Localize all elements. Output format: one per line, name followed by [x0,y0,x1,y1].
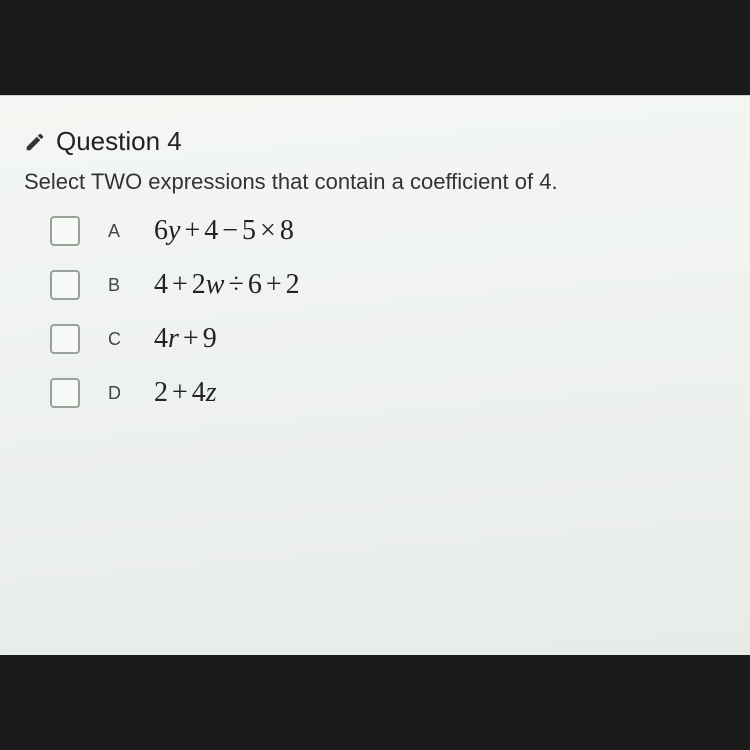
option-expression: 4+2w÷6+2 [154,269,300,301]
option-c[interactable]: C 4r+9 [50,323,726,355]
question-prompt: Select TWO expressions that contain a co… [24,169,726,195]
options-list: A 6y+4−5×8 B 4+2w÷6+2 C 4r+9 D 2+4z [24,215,726,409]
option-expression: 6y+4−5×8 [154,215,294,247]
option-a[interactable]: A 6y+4−5×8 [50,215,726,247]
checkbox-c[interactable] [50,324,80,354]
option-expression: 4r+9 [154,323,217,355]
option-letter: C [108,329,126,350]
checkbox-d[interactable] [50,378,80,408]
option-letter: B [108,275,126,296]
checkbox-a[interactable] [50,216,80,246]
quiz-panel: Question 4 Select TWO expressions that c… [0,95,750,655]
option-expression: 2+4z [154,377,217,409]
pencil-icon [24,131,46,153]
option-d[interactable]: D 2+4z [50,377,726,409]
option-letter: A [108,221,126,242]
question-header: Question 4 [24,126,726,157]
question-number: Question 4 [56,126,182,157]
option-b[interactable]: B 4+2w÷6+2 [50,269,726,301]
checkbox-b[interactable] [50,270,80,300]
option-letter: D [108,383,126,404]
screenshot-frame: Question 4 Select TWO expressions that c… [0,0,750,750]
